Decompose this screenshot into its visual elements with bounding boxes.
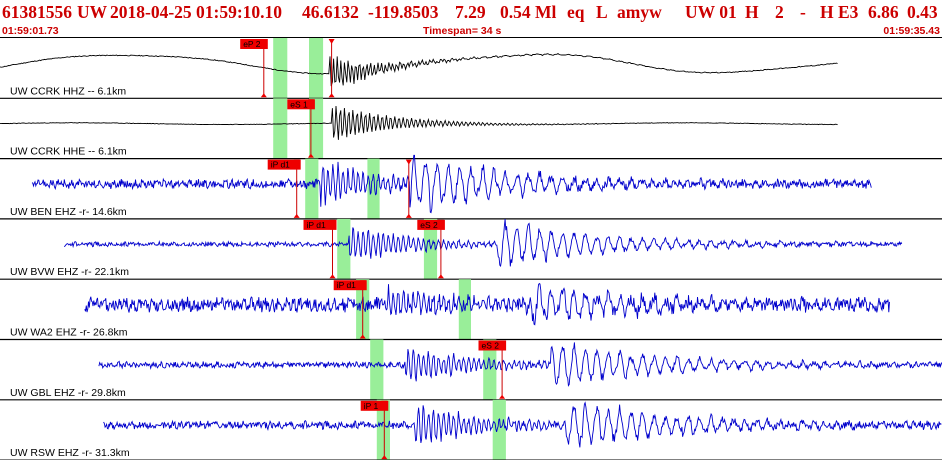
time-axis-row: 01:59:01.73 Timespan= 34 s 01:59:35.43 bbox=[0, 25, 942, 37]
trace-row: iP d1 UW BEN EHZ -r- 14.6km bbox=[0, 154, 942, 220]
waveform-trace bbox=[0, 53, 838, 87]
event-summary-line: 61381556 UW 2018-04-25 01:59:10.10 46.61… bbox=[0, 2, 942, 24]
event-id: 61381556 bbox=[2, 2, 72, 22]
pick-label: eS 1 bbox=[290, 99, 308, 109]
pick-flag bbox=[287, 99, 315, 110]
pick-flag bbox=[333, 280, 367, 291]
trace-label: UW CCRK HHZ -- 6.1km bbox=[10, 85, 126, 97]
waveform-trace bbox=[63, 218, 903, 267]
pick-window bbox=[305, 158, 319, 219]
pick-label: iP d1 bbox=[271, 160, 290, 170]
pick-marker-icon bbox=[381, 455, 388, 460]
event-depth: 7.29 bbox=[455, 2, 486, 22]
field-dash: - bbox=[800, 2, 806, 22]
event-type: eq bbox=[567, 2, 585, 22]
trace-label: UW WA2 EHZ -r- 26.8km bbox=[10, 327, 128, 339]
pick-label: iP d1 bbox=[337, 280, 356, 290]
pick-window bbox=[273, 38, 288, 99]
event-datetime: 2018-04-25 01:59:10.10 bbox=[110, 2, 283, 22]
event-network: UW bbox=[77, 2, 108, 22]
pick-marker-icon bbox=[329, 274, 336, 279]
trace-label: UW RSW EHZ -r- 31.3km bbox=[10, 447, 130, 459]
field-h: H bbox=[745, 2, 759, 22]
pick-window bbox=[309, 98, 324, 159]
event-magnitude: 0.54 Ml bbox=[500, 2, 557, 22]
waveform-trace bbox=[103, 401, 942, 448]
pick-window bbox=[337, 218, 351, 280]
pick-window bbox=[273, 98, 288, 159]
pick-flag bbox=[360, 400, 389, 411]
trace-row: iP 1 UW RSW EHZ -r- 31.3km bbox=[0, 399, 942, 460]
pick-label: eP 2 bbox=[243, 39, 261, 49]
end-time: 01:59:35.43 bbox=[883, 25, 940, 37]
seismogram-panel[interactable]: eP 2 UW CCRK HHZ -- 6.1km eS 1 UW CCRK HHE … bbox=[0, 38, 942, 460]
pick-marker-icon bbox=[437, 274, 444, 279]
trace-label: UW BEN EHZ -r- 14.6km bbox=[10, 206, 127, 218]
value-a: 6.86 bbox=[868, 2, 899, 22]
pick-label: iP d1 bbox=[307, 220, 326, 230]
trace-row: eS 1 UW CCRK HHE -- 6.1km bbox=[0, 98, 942, 160]
pick-marker-icon bbox=[359, 334, 366, 339]
pick-marker-icon bbox=[328, 39, 335, 44]
value-b: 0.43 bbox=[907, 2, 938, 22]
event-author: amyw bbox=[617, 2, 662, 22]
location-type: L bbox=[596, 2, 608, 22]
pick-marker-icon bbox=[307, 153, 314, 158]
trace-row: iP d1 eS 2 UW BVW EHZ -r- 22.1km bbox=[0, 218, 942, 280]
event-longitude: -119.8503 bbox=[368, 2, 439, 22]
trace-label: UW GBL EHZ -r- 29.8km bbox=[10, 387, 126, 399]
pick-window bbox=[376, 399, 390, 460]
pick-marker-icon bbox=[499, 394, 506, 399]
timespan: Timespan= 34 s bbox=[423, 25, 502, 37]
pick-flag bbox=[267, 159, 301, 170]
trace-label: UW CCRK HHE -- 6.1km bbox=[10, 146, 127, 158]
pick-flag bbox=[303, 219, 337, 230]
header-divider bbox=[0, 37, 942, 38]
trace-label: UW BVW EHZ -r- 22.1km bbox=[10, 266, 129, 278]
waveform-trace bbox=[98, 342, 942, 387]
event-header: 61381556 UW 2018-04-25 01:59:10.10 46.61… bbox=[0, 0, 942, 38]
pick-label: iP 1 bbox=[364, 401, 379, 411]
pick-marker-icon bbox=[293, 213, 300, 218]
pick-label: eS 2 bbox=[420, 220, 438, 230]
trace-row: eP 2 UW CCRK HHZ -- 6.1km bbox=[0, 38, 942, 99]
event-latitude: 46.6132 bbox=[302, 2, 359, 22]
pick-window bbox=[309, 38, 324, 99]
field-he3: H E3 bbox=[820, 2, 859, 22]
trace-row: eS 2 UW GBL EHZ -r- 29.8km bbox=[0, 339, 942, 401]
waveform-trace bbox=[84, 282, 890, 326]
pick-marker-icon bbox=[405, 213, 412, 218]
pick-window bbox=[492, 399, 506, 460]
pick-window bbox=[367, 158, 380, 219]
pick-marker-icon bbox=[328, 93, 335, 98]
waveform-trace bbox=[0, 105, 838, 140]
pick-marker-icon bbox=[405, 159, 412, 165]
pick-marker-icon bbox=[260, 93, 267, 98]
source-info: UW 01 bbox=[685, 2, 737, 22]
waveform-trace bbox=[31, 154, 872, 214]
pick-window bbox=[370, 339, 384, 400]
pick-flag bbox=[417, 219, 445, 230]
start-time: 01:59:01.73 bbox=[2, 25, 59, 37]
pick-window bbox=[483, 339, 497, 400]
trace-row: iP d1 UW WA2 EHZ -r- 26.8km bbox=[0, 279, 942, 341]
pick-flag bbox=[478, 340, 507, 351]
pick-flag bbox=[240, 39, 268, 49]
pick-label: eS 2 bbox=[482, 341, 500, 351]
field-num: 2 bbox=[775, 2, 784, 22]
